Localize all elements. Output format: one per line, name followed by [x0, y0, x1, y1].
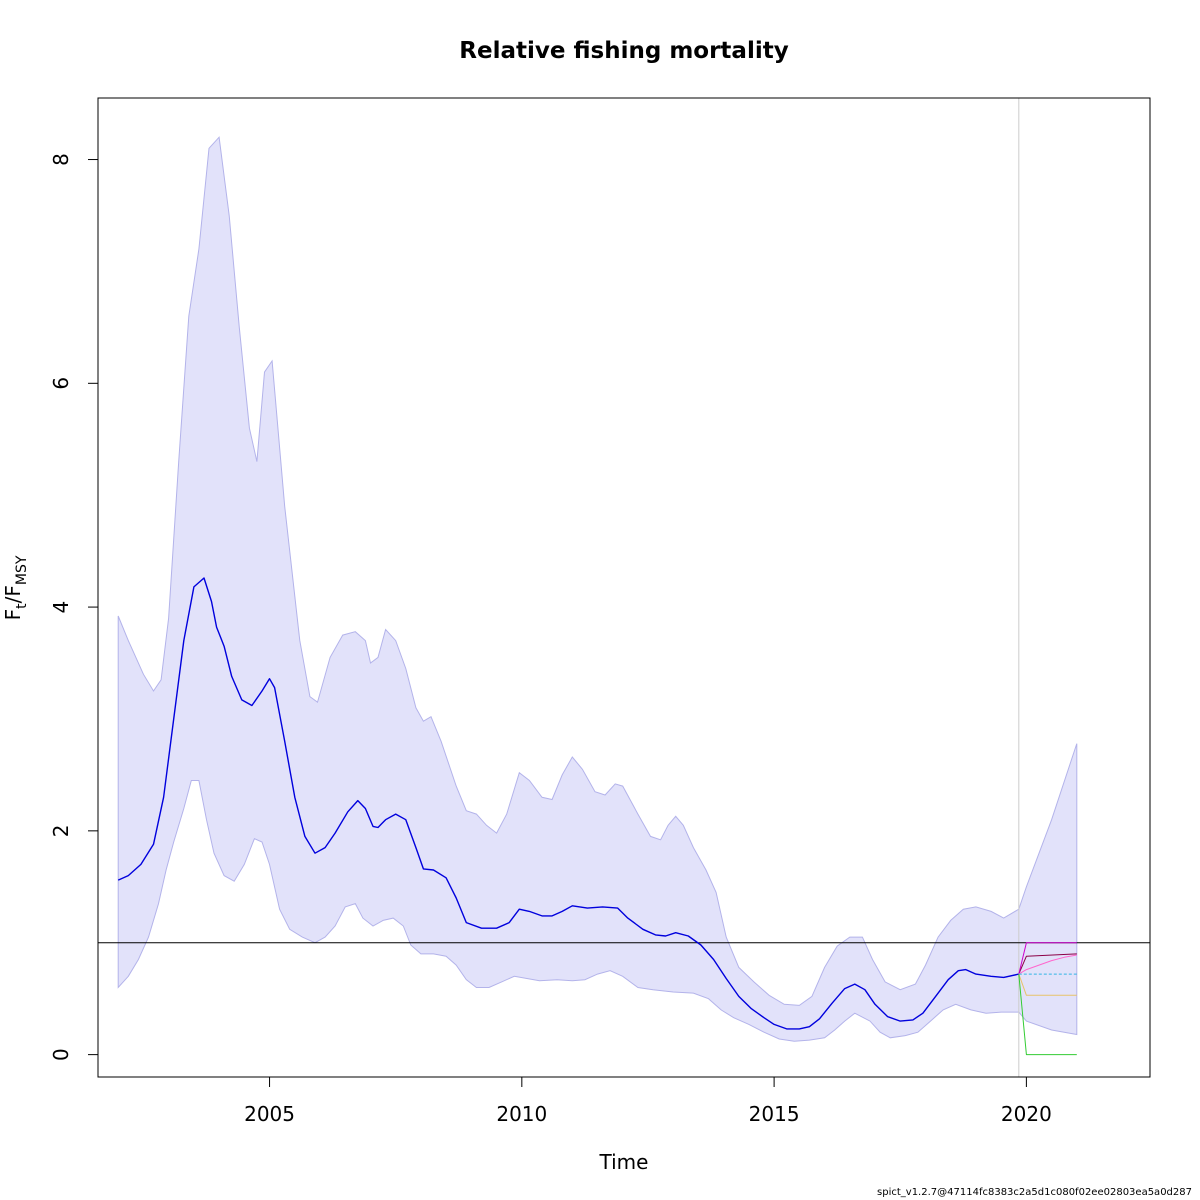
confidence-band: [117, 136, 1078, 1042]
y-tick-label: 8: [49, 153, 73, 166]
plot-frame: [97, 97, 1151, 1078]
x-tick-label: 2010: [496, 1102, 547, 1126]
x-tick-label: 2005: [244, 1102, 295, 1126]
y-tick-label: 0: [49, 1048, 73, 1061]
y-axis-label-sub1: t: [14, 603, 30, 609]
series-line-2: [1018, 942, 1077, 975]
series-layer: [117, 577, 1077, 1056]
series-line-0: [117, 577, 1019, 1030]
y-axis-label-sub2: MSY: [14, 555, 30, 585]
x-axis: 2005 2010 2015 2020: [244, 1077, 1052, 1126]
y-axis-label-slash: /F: [1, 585, 25, 603]
confidence-band-layer: [117, 136, 1078, 1042]
y-axis: 0 2 4 6 8: [49, 153, 98, 1061]
series-line-3: [1018, 954, 1077, 975]
y-tick-label: 2: [49, 824, 73, 837]
series-line-5: [1018, 973, 1077, 996]
reference-line-layer: [98, 98, 1150, 1077]
y-axis-label-main: F: [1, 609, 25, 621]
version-footer: spict_v1.2.7@47114fc8383c2a5d1c080f02ee0…: [877, 1187, 1192, 1198]
series-line-6: [1018, 974, 1077, 1056]
x-tick-label: 2020: [1001, 1102, 1052, 1126]
x-tick-label: 2015: [749, 1102, 800, 1126]
y-tick-label: 4: [49, 601, 73, 614]
series-line-1: [1018, 953, 1077, 975]
chart-title: Relative fishing mortality: [459, 38, 788, 64]
y-axis-label: Ft/FMSY: [1, 555, 30, 620]
y-tick-label: 6: [49, 377, 73, 390]
x-axis-label: Time: [599, 1150, 649, 1174]
